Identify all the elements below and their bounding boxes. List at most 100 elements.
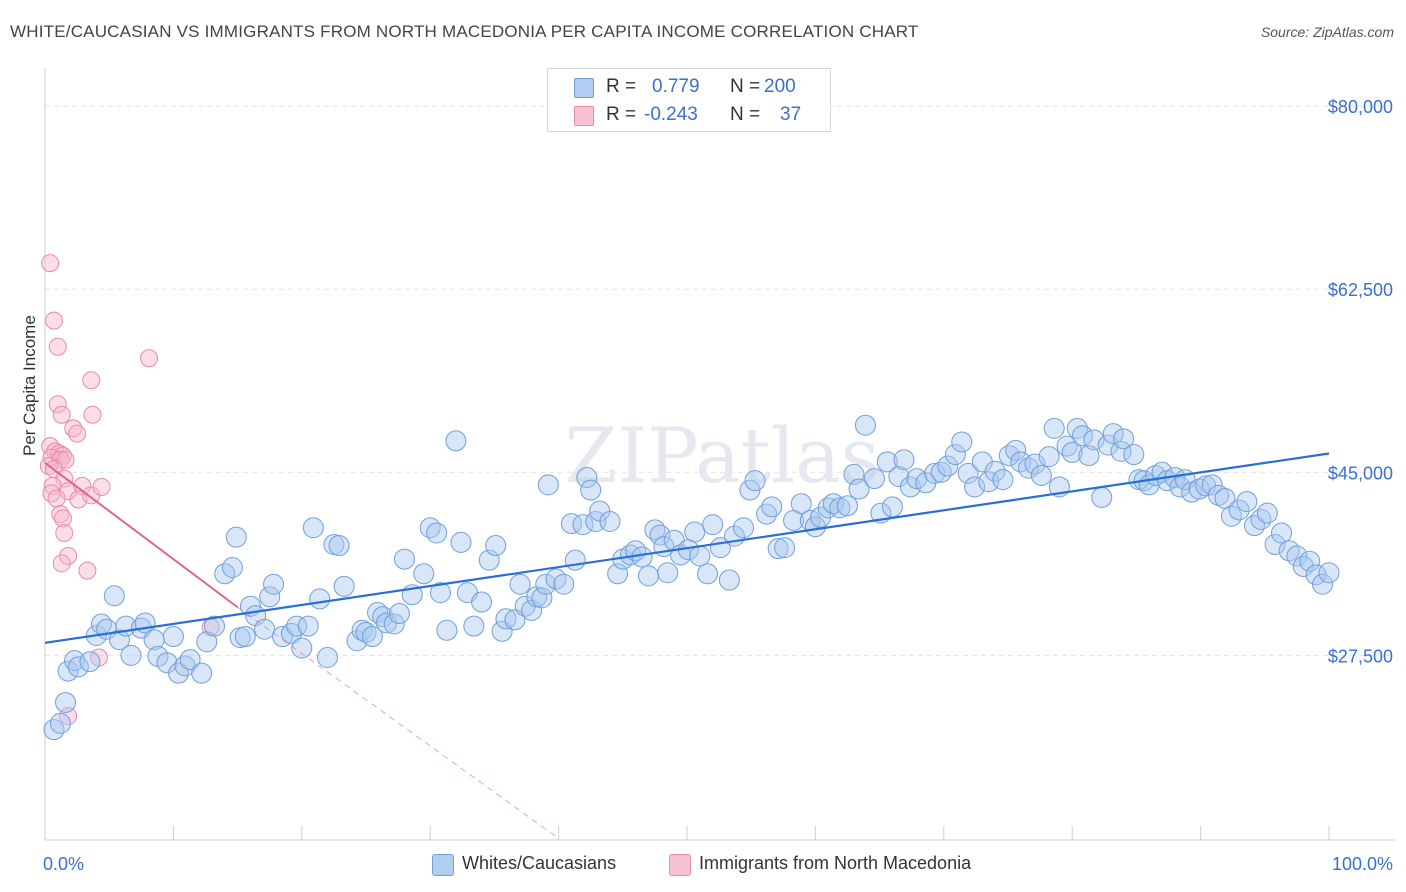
data-point-whites [1123, 444, 1145, 466]
data-point-whites [553, 573, 575, 595]
data-point-whites [702, 514, 724, 536]
data-point-whites [957, 462, 979, 484]
data-point-whites [1299, 550, 1321, 572]
data-point-whites [471, 591, 493, 613]
data-point-whites [537, 474, 559, 496]
data-point-whites [1201, 474, 1223, 496]
x-tick-label-start: 0.0% [43, 854, 84, 874]
data-point-macedonia [51, 450, 70, 469]
data-point-whites [1038, 446, 1060, 468]
data-point-whites [351, 619, 373, 641]
data-point-macedonia [53, 509, 72, 528]
data-point-whites [1228, 499, 1250, 521]
data-point-whites [790, 493, 812, 515]
data-point-whites [924, 462, 946, 484]
data-point-whites [509, 573, 531, 595]
data-point-whites [328, 535, 350, 557]
data-point-whites [718, 569, 740, 591]
chart-title: WHITE/CAUCASIAN VS IMMIGRANTS FROM NORTH… [10, 22, 919, 41]
data-point-whites [937, 455, 959, 477]
data-point-macedonia [78, 561, 97, 580]
data-point-whites [1278, 540, 1300, 562]
stats-legend: R = 0.779 N = 200 R = -0.243 N = 37 [547, 68, 831, 132]
data-point-whites [355, 621, 377, 643]
data-point-whites [992, 469, 1014, 491]
data-point-whites [1110, 440, 1132, 462]
data-point-whites [1071, 425, 1093, 447]
y-tick-label: $45,000 [1328, 463, 1393, 483]
chart-source: Source: ZipAtlas.com [1260, 24, 1394, 40]
data-point-whites [732, 517, 754, 539]
trend-lines [44, 452, 1330, 839]
data-point-whites [221, 557, 243, 579]
data-point-whites [951, 431, 973, 453]
data-point-whites [394, 548, 416, 570]
data-point-whites [333, 575, 355, 597]
legend-n-label: N = [730, 104, 761, 125]
data-point-whites [888, 465, 910, 487]
data-point-whites [1236, 491, 1258, 513]
data-point-whites [1312, 573, 1334, 595]
data-point-macedonia [59, 547, 78, 565]
legend-swatch-blue [574, 78, 594, 98]
data-point-whites [739, 479, 761, 501]
data-point-whites [767, 538, 789, 560]
data-point-macedonia [52, 554, 71, 573]
data-point-whites [191, 662, 213, 684]
data-point-whites [1078, 445, 1100, 467]
data-point-whites [531, 587, 553, 609]
data-point-whites [964, 476, 986, 498]
data-point-whites [1270, 522, 1292, 544]
data-point-whites [286, 615, 308, 637]
data-point-whites [1250, 508, 1272, 530]
data-point-whites [316, 646, 338, 668]
data-point-macedonia [52, 405, 71, 424]
data-point-macedonia [73, 476, 92, 495]
data-point-whites [450, 531, 472, 553]
data-point-whites [1208, 484, 1230, 506]
data-point-whites [649, 524, 671, 546]
data-point-whites [944, 444, 966, 466]
data-point-whites [984, 460, 1006, 482]
data-point-whites [684, 521, 706, 543]
data-point-whites [162, 626, 184, 648]
data-point-whites [120, 644, 142, 666]
data-point-whites [1256, 502, 1278, 524]
data-point-whites [372, 606, 394, 628]
data-point-whites [837, 495, 858, 517]
x-tick-label-end: 100.0% [1332, 854, 1393, 874]
bottom-legend-swatch-blue [432, 854, 454, 876]
data-point-whites [1091, 486, 1113, 508]
data-point-macedonia [44, 311, 63, 330]
legend-n-value: 200 [764, 76, 796, 97]
data-point-whites [495, 608, 517, 630]
data-point-whites [893, 449, 915, 471]
data-point-whites [881, 496, 903, 518]
watermark: ZIPatlas [564, 411, 879, 500]
data-point-whites [49, 712, 71, 734]
data-point-whites [1024, 453, 1046, 475]
legend-n-label: N = [730, 76, 761, 97]
data-point-whites [445, 430, 467, 452]
data-point-macedonia [59, 707, 78, 726]
legend-swatch-pink [574, 106, 594, 126]
data-point-macedonia [48, 337, 67, 356]
data-point-whites [1113, 428, 1135, 450]
data-point-whites [1264, 533, 1286, 555]
data-point-whites [43, 719, 65, 741]
data-point-whites [429, 582, 451, 604]
data-point-whites [388, 603, 410, 625]
data-point-whites [297, 615, 319, 637]
legend-r-label: R = [606, 104, 637, 125]
data-point-whites [426, 522, 448, 544]
legend-n-value: 37 [780, 104, 802, 125]
data-point-whites [564, 549, 586, 571]
data-point-macedonia [92, 477, 111, 496]
y-axis-label: Per Capita Income [20, 315, 39, 456]
y-tick-label: $27,500 [1328, 646, 1393, 666]
axes [44, 68, 1395, 841]
y-tick-label: $62,500 [1328, 280, 1393, 300]
data-point-whites [545, 568, 567, 590]
trend-line-macedonia-extrapolated [237, 606, 559, 839]
data-point-macedonia [41, 437, 60, 456]
